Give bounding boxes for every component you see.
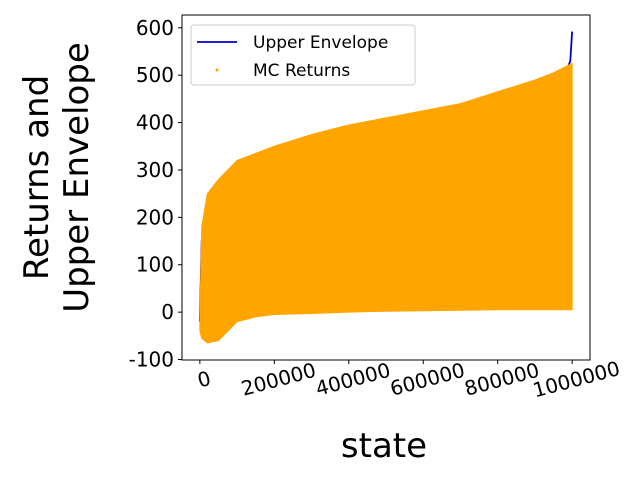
x-tick-label: 400000 bbox=[313, 358, 393, 401]
legend-label: Upper Envelope bbox=[253, 33, 388, 53]
legend-marker bbox=[215, 68, 219, 72]
legend-label: MC Returns bbox=[253, 61, 350, 81]
x-tick-label: 600000 bbox=[387, 358, 467, 401]
x-tick-label: 1000000 bbox=[530, 356, 622, 402]
y-tick-label: 600 bbox=[136, 16, 174, 40]
y-tick-label: 500 bbox=[136, 63, 174, 87]
y-tick-label: -100 bbox=[129, 348, 174, 372]
y-tick-label: 100 bbox=[136, 253, 174, 277]
x-tick-label: 200000 bbox=[239, 358, 319, 401]
x-axis-label: state bbox=[341, 426, 427, 466]
returns-band bbox=[199, 62, 573, 344]
y-tick-label: 300 bbox=[136, 158, 174, 182]
plot-frame bbox=[181, 14, 591, 361]
y-tick-label: 200 bbox=[136, 205, 174, 229]
legend-box bbox=[190, 24, 416, 86]
x-tick-label: 0 bbox=[195, 366, 214, 392]
y-axis-label: Upper Envelope bbox=[57, 42, 97, 313]
y-tick-label: 0 bbox=[161, 300, 174, 324]
y-axis-label: Returns and bbox=[17, 75, 57, 280]
legend: Upper Envelope MC Returns bbox=[190, 24, 416, 86]
y-tick-label: 400 bbox=[136, 111, 174, 135]
